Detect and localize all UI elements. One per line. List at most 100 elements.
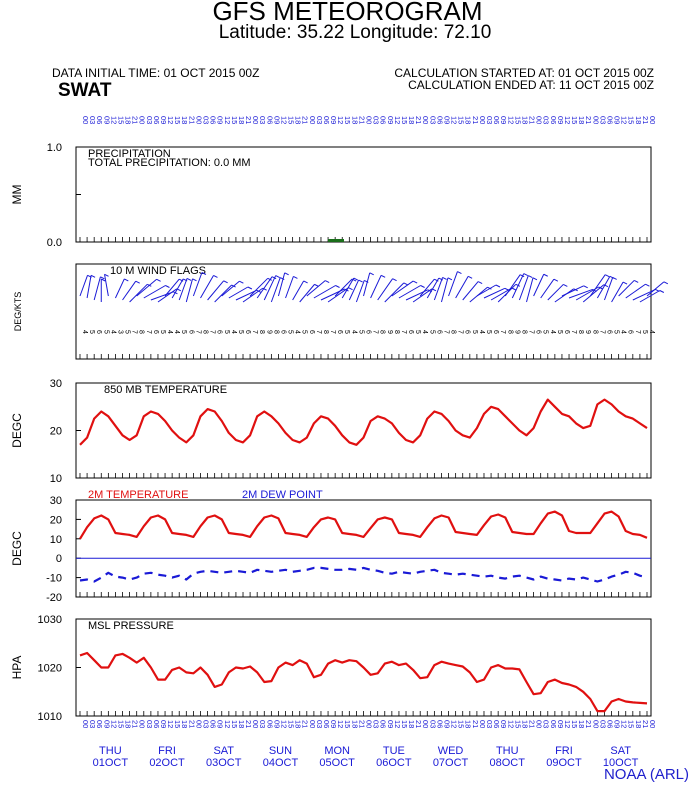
day-labels: THU01OCTFRI02OCTSAT03OCTSUN04OCTMON05OCT…: [93, 745, 639, 769]
wind-barb-feather: [101, 278, 106, 282]
hour-label: 18: [237, 116, 246, 124]
wind-barb-feather: [495, 284, 501, 288]
wind-barb: [511, 273, 525, 299]
wind-barb: [433, 277, 444, 301]
wind-barb: [589, 274, 606, 297]
wind-speed-label: 8: [450, 330, 457, 334]
hour-label: 15: [570, 116, 579, 124]
hour-label: 03: [372, 116, 381, 124]
wind-barb: [341, 277, 355, 299]
y-axis-label: HPA: [10, 656, 24, 680]
wind-barb: [483, 287, 506, 299]
hour-label: 00: [138, 116, 147, 124]
hour-label: 15: [570, 720, 579, 728]
y-tick-label: 1030: [38, 614, 62, 626]
hour-label: 00: [421, 116, 430, 124]
wind-speed-label: 4: [166, 330, 173, 334]
hour-label: 15: [627, 720, 636, 728]
wind-speed-label: 4: [421, 330, 428, 334]
wind-barb-feather: [271, 276, 277, 280]
wind-speed-label: 7: [598, 330, 605, 334]
wind-barb-feather: [412, 280, 418, 284]
total-precipitation: TOTAL PRECIPITATION: 0.0 MM: [88, 157, 251, 169]
hour-label: 06: [379, 720, 388, 728]
wind-barb-feather: [353, 277, 358, 281]
wind-speed-label: 6: [535, 330, 542, 334]
hour-label: 00: [81, 720, 90, 728]
wind-barb: [440, 277, 449, 303]
panel-frame: [75, 382, 652, 479]
panel-5: HPA MSL PRESSURE 1010 1020 1030: [10, 614, 652, 723]
wind-barb: [490, 287, 513, 301]
hour-label: 00: [591, 116, 600, 124]
hour-label: 09: [272, 720, 281, 728]
hour-label: 00: [251, 720, 260, 728]
y-tick-label: 1020: [38, 663, 62, 675]
hour-label: 21: [471, 720, 480, 728]
wind-speed-label: 6: [244, 330, 251, 334]
wind-barb-feather: [633, 279, 639, 283]
wind-barb-feather: [348, 287, 353, 291]
wind-barb: [370, 275, 382, 299]
wind-speed-label: 8: [393, 330, 400, 334]
wind-barb: [476, 284, 497, 297]
day-date: 06OCT: [376, 757, 412, 769]
wind-barb: [207, 280, 225, 301]
y-axis-label: DEGC: [10, 413, 24, 448]
panel-2: DEG/KTS 10 M WIND FLAGS: [13, 263, 652, 360]
wind-barb: [150, 291, 174, 301]
wind-speed-label: 6: [464, 330, 471, 334]
hour-label: 03: [145, 116, 154, 124]
y-tick-label: 1.0: [47, 142, 62, 154]
hour-label: 21: [528, 720, 537, 728]
hour-label: 18: [407, 720, 416, 728]
wind-barb-feather: [303, 280, 308, 284]
wind-speed-label: 8: [258, 330, 265, 334]
hour-label: 03: [315, 116, 324, 124]
wind-speed-label: 4: [350, 330, 357, 334]
hour-label: 21: [584, 720, 593, 728]
wind-barb: [256, 276, 273, 299]
day-date: 04OCT: [263, 757, 299, 769]
hour-label: 15: [457, 720, 466, 728]
wind-barb: [136, 278, 157, 297]
hour-label: 09: [216, 116, 225, 124]
hour-label: 06: [95, 720, 104, 728]
wind-speed-label: 6: [365, 330, 372, 334]
hour-label: 12: [620, 116, 629, 124]
wind-speed-label: 6: [279, 330, 286, 334]
wind-speed-label: 9: [386, 330, 393, 334]
wind-barb: [618, 280, 635, 297]
day-weekday: THU: [496, 745, 519, 757]
wind-barb-feather: [659, 290, 665, 293]
day-date: 02OCT: [149, 757, 185, 769]
wind-barb-feather: [543, 273, 548, 277]
wind-speed-label: 6: [492, 330, 499, 334]
hour-label: 12: [450, 116, 459, 124]
hour-label: 06: [152, 116, 161, 124]
wind-barb: [625, 283, 646, 299]
wind-barb: [214, 284, 232, 303]
hour-label: 12: [166, 116, 175, 124]
hour-label: 09: [499, 116, 508, 124]
wind-speed-label: 5: [223, 330, 230, 334]
wind-barb: [363, 272, 371, 297]
hour-label: 00: [421, 720, 430, 728]
wind-speed-label: 8: [322, 330, 329, 334]
hour-label: 15: [287, 720, 296, 728]
wind-barb: [93, 276, 101, 301]
hour-label: 00: [308, 720, 317, 728]
wind-barb: [547, 284, 564, 301]
hour-label: 00: [194, 116, 203, 124]
hour-label: 12: [393, 720, 402, 728]
wind-barb-feather: [324, 280, 330, 284]
hour-label: 09: [386, 720, 395, 728]
wind-barb: [157, 288, 178, 303]
wind-barb-feather: [553, 278, 559, 282]
wind-speed-label: 6: [435, 330, 442, 334]
hour-label: 09: [556, 116, 565, 124]
station-name: SWAT: [58, 80, 112, 101]
hour-label: 09: [329, 720, 338, 728]
hour-label: 18: [464, 116, 473, 124]
